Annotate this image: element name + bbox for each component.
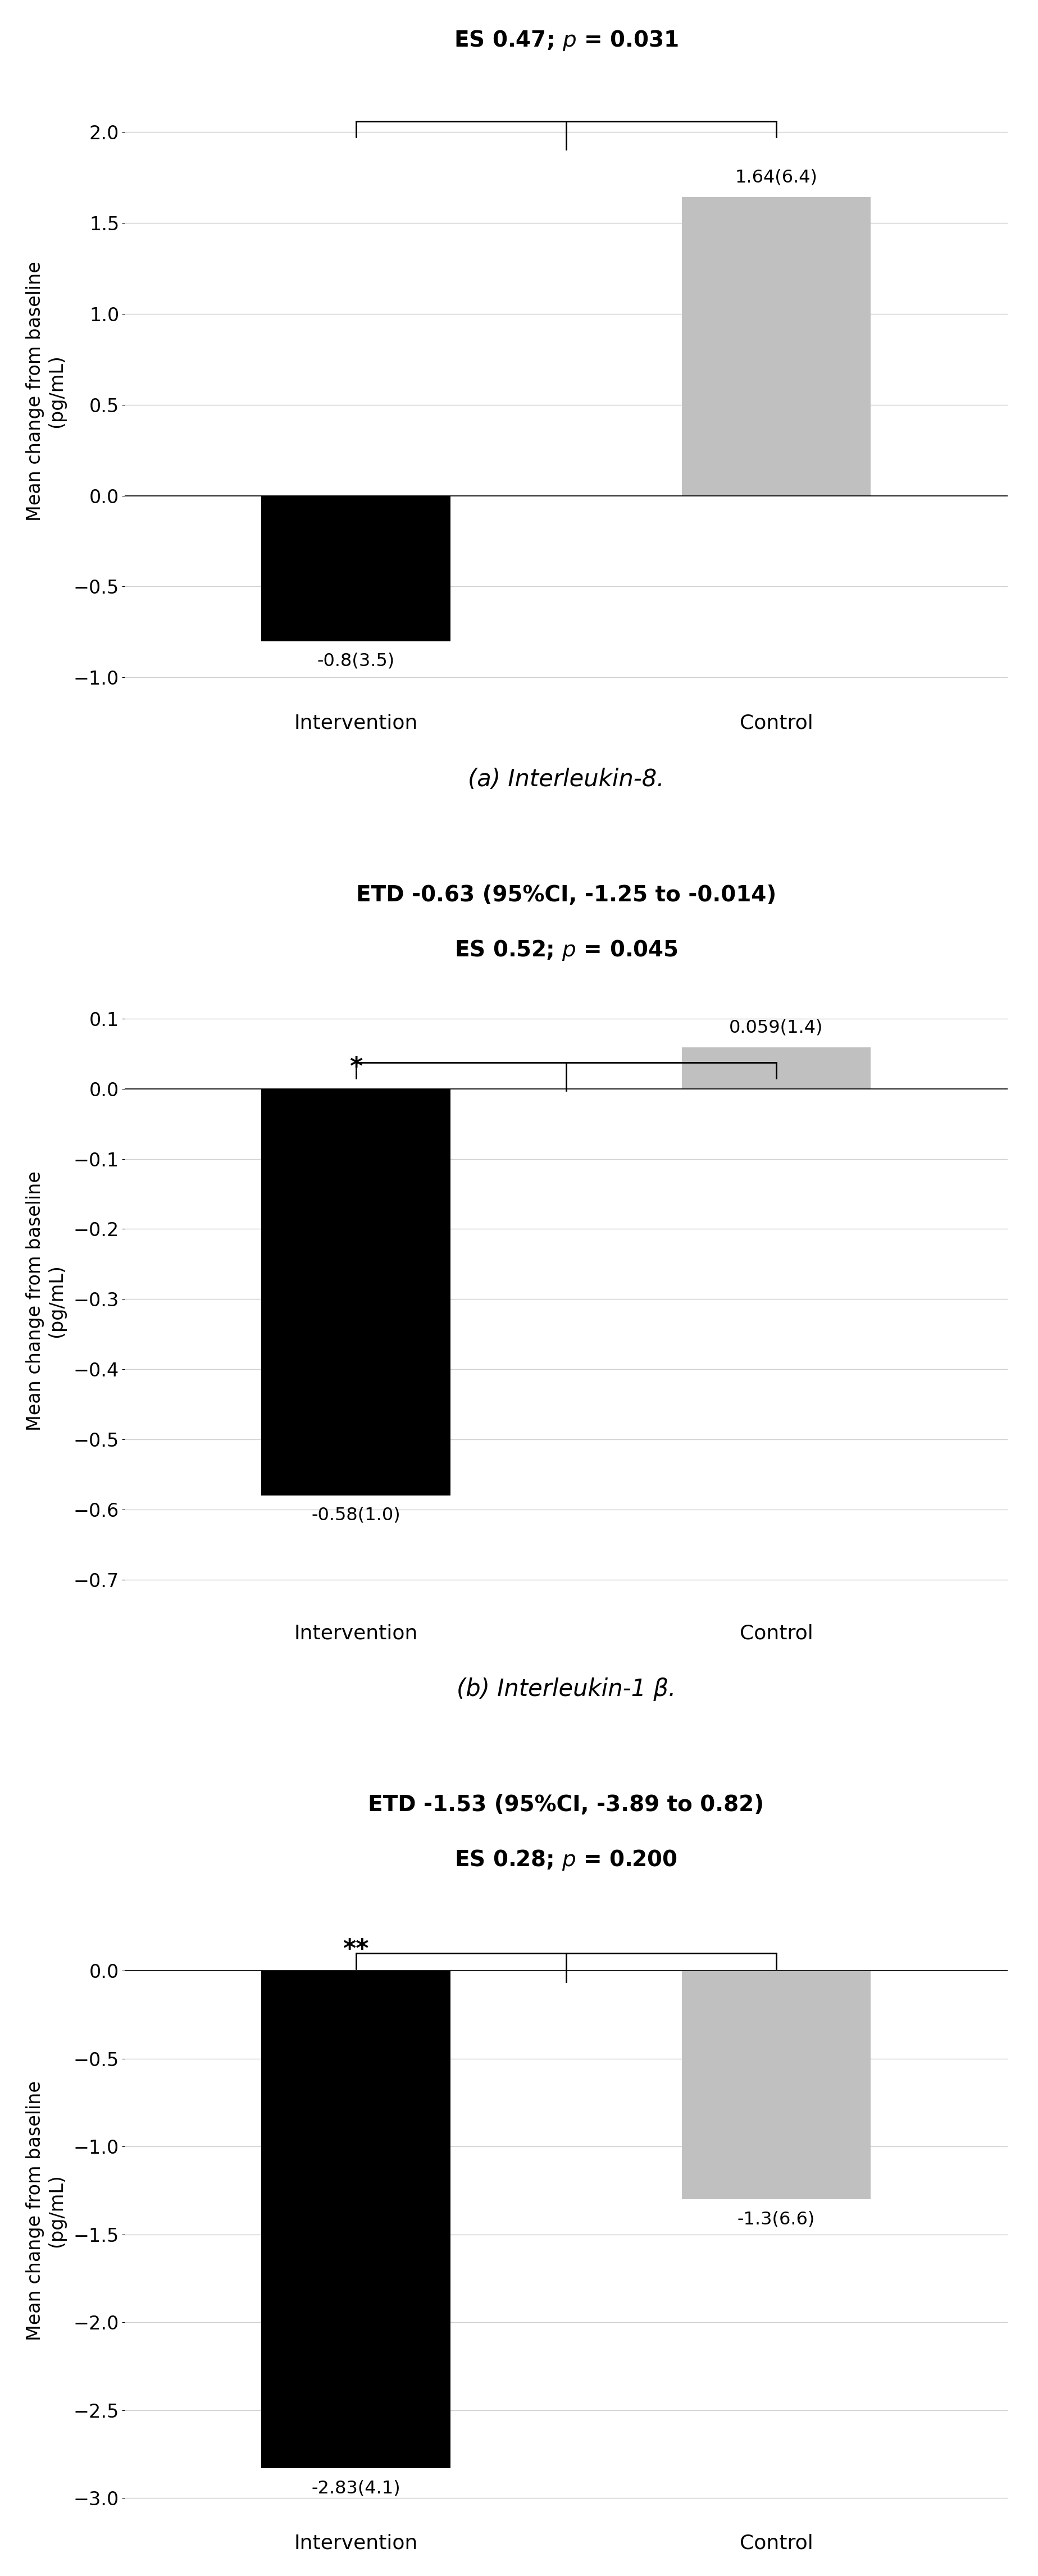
- Text: 0.059(1.4): 0.059(1.4): [729, 1018, 823, 1036]
- Text: ES 0.52; $\it{p}$ = 0.045: ES 0.52; $\it{p}$ = 0.045: [454, 938, 678, 961]
- Text: -2.83(4.1): -2.83(4.1): [311, 2481, 401, 2496]
- Text: -0.58(1.0): -0.58(1.0): [311, 1507, 401, 1525]
- Text: **: **: [343, 1937, 368, 1960]
- Y-axis label: Mean change from baseline
(pg/mL): Mean change from baseline (pg/mL): [26, 2081, 65, 2342]
- Text: *: *: [349, 1056, 362, 1079]
- Text: ETD -1.53 (95%CI, -3.89 to 0.82): ETD -1.53 (95%CI, -3.89 to 0.82): [367, 1793, 764, 1816]
- Bar: [681, 1971, 870, 2200]
- Y-axis label: Mean change from baseline
(pg/mL): Mean change from baseline (pg/mL): [26, 260, 65, 520]
- Text: 1.64(6.4): 1.64(6.4): [735, 167, 817, 185]
- Text: -1.3(6.6): -1.3(6.6): [737, 2210, 815, 2228]
- Text: ETD -0.63 (95%CI, -1.25 to -0.014): ETD -0.63 (95%CI, -1.25 to -0.014): [356, 884, 775, 907]
- Y-axis label: Mean change from baseline
(pg/mL): Mean change from baseline (pg/mL): [26, 1172, 65, 1430]
- Bar: [262, 1971, 450, 2468]
- Bar: [681, 1048, 870, 1090]
- Text: -0.8(3.5): -0.8(3.5): [317, 652, 394, 670]
- Text: (a) Interleukin-8.: (a) Interleukin-8.: [467, 768, 664, 791]
- Text: ES 0.47; $\it{p}$ = 0.031: ES 0.47; $\it{p}$ = 0.031: [454, 28, 678, 52]
- Bar: [262, 1090, 450, 1497]
- Bar: [681, 198, 870, 495]
- Text: (b) Interleukin-1 β.: (b) Interleukin-1 β.: [456, 1677, 676, 1700]
- Bar: [262, 495, 450, 641]
- Text: ES 0.28; $\it{p}$ = 0.200: ES 0.28; $\it{p}$ = 0.200: [455, 1850, 677, 1873]
